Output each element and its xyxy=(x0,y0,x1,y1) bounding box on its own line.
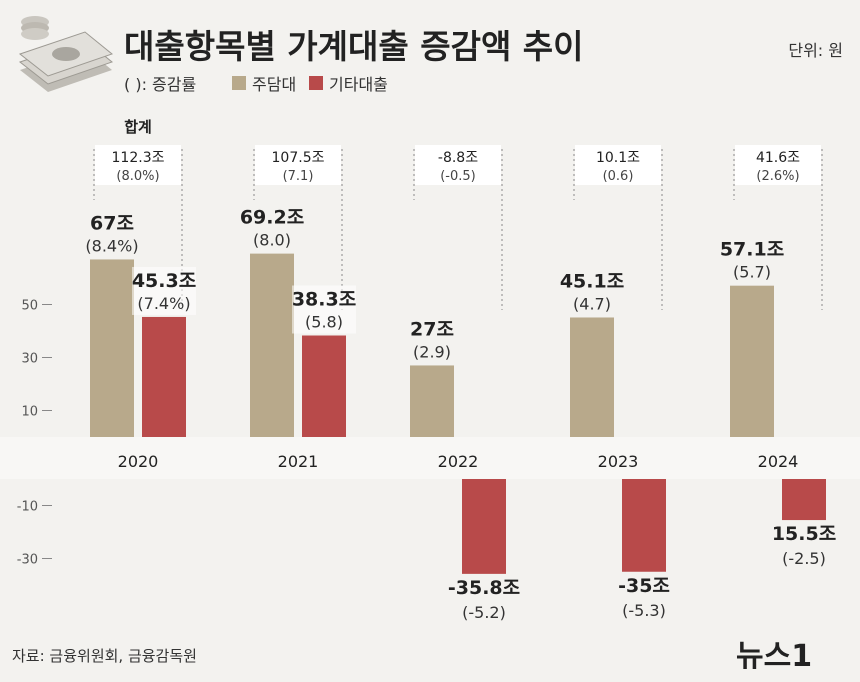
bar-value-label: -35.8조 xyxy=(448,577,520,599)
bar-rate-label: (7.4%) xyxy=(137,294,190,313)
total-value: 10.1조 xyxy=(596,150,640,166)
bar-rate-label: (8.0) xyxy=(253,231,291,250)
y-axis: 50 30 10 -10 -30 xyxy=(17,299,52,568)
bar-rate-label: (5.8) xyxy=(305,313,343,332)
bar-value-label: 67조 xyxy=(90,212,134,234)
bar-mortgage-2021 xyxy=(250,253,294,437)
legend: ( ): 증감률 주담대 기타대출 xyxy=(124,75,388,94)
bar-rate-label: (5.7) xyxy=(733,263,771,282)
total-value: 112.3조 xyxy=(112,150,165,166)
label-backdrop xyxy=(292,285,356,334)
unit-label: 단위: 원 xyxy=(788,41,843,60)
y-tick-label: 10 xyxy=(21,405,38,420)
total-heading: 합계 xyxy=(124,118,152,136)
y-tick-label: 30 xyxy=(21,352,38,367)
total-value: 107.5조 xyxy=(272,150,325,166)
legend-swatch-mortgage xyxy=(232,76,246,90)
bar-other-2020 xyxy=(142,316,186,437)
total-box xyxy=(255,145,341,185)
total-rate: (8.0%) xyxy=(116,169,159,184)
bar-value-label: 15.5조 xyxy=(772,523,836,545)
total-rate: (-0.5) xyxy=(440,169,476,184)
legend-label-other: 기타대출 xyxy=(329,75,388,94)
total-rate: (0.6) xyxy=(603,169,634,184)
total-annotations: 112.3조 (8.0%) 합계 107.5조 (7.1) -8.8조 (-0.5) 10.1… xyxy=(93,118,823,310)
total-box xyxy=(575,145,661,185)
bar-mortgage-2023 xyxy=(570,317,614,437)
bar-mortgage-2024 xyxy=(730,285,774,437)
bar-rate-label: (-5.3) xyxy=(622,601,666,620)
bar-value-label: 57.1조 xyxy=(720,239,784,261)
bar-rate-label: (-5.2) xyxy=(462,603,506,622)
y-tick-label: -10 xyxy=(17,500,38,515)
legend-label-mortgage: 주담대 xyxy=(252,75,296,94)
x-tick-label: 2021 xyxy=(278,452,319,471)
y-tick-label: -30 xyxy=(17,553,38,568)
value-labels: 67조 (8.4%) 45.3조 (7.4%) 2020 69.2조 (8.0) 38.3조 (… xyxy=(85,207,836,622)
bar-rate-label: (8.4%) xyxy=(85,236,138,255)
news1-logo: 뉴스1 xyxy=(736,639,812,674)
money-stack-icon xyxy=(18,16,114,92)
x-tick-label: 2024 xyxy=(758,452,799,471)
x-tick-label: 2022 xyxy=(438,452,479,471)
bar-rate-label: (2.9) xyxy=(413,342,451,361)
total-value: -8.8조 xyxy=(438,150,478,166)
bar-other-2021 xyxy=(302,335,346,437)
source-note: 자료: 금융위원회, 금융감독원 xyxy=(12,647,197,665)
total-value: 41.6조 xyxy=(756,150,800,166)
total-box xyxy=(415,145,501,185)
bar-value-label: 45.1조 xyxy=(560,270,624,292)
bar-other-2024 xyxy=(782,479,826,521)
bar-value-label: 45.3조 xyxy=(132,270,196,292)
x-axis-band xyxy=(0,437,860,479)
total-rate: (2.6%) xyxy=(756,169,799,184)
legend-rate-note: ( ): 증감률 xyxy=(124,75,196,94)
total-rate: (7.1) xyxy=(283,169,314,184)
news1-logo-text: 뉴스1 xyxy=(736,639,812,674)
bar-rate-label: (-2.5) xyxy=(782,549,826,568)
y-tick-label: 50 xyxy=(21,299,38,314)
bar-value-label: -35조 xyxy=(618,575,670,597)
bar-rate-label: (4.7) xyxy=(573,294,611,313)
x-tick-label: 2020 xyxy=(118,452,159,471)
total-box xyxy=(95,145,181,185)
chart-title: 대출항목별 가계대출 증감액 추이 xyxy=(124,27,584,66)
bar-mortgage-2020 xyxy=(90,259,134,437)
bar-value-label: 69.2조 xyxy=(240,207,304,229)
bar-value-label: 27조 xyxy=(410,318,454,340)
bar-other-2023 xyxy=(622,479,666,572)
x-tick-label: 2023 xyxy=(598,452,639,471)
bar-mortgage-2022 xyxy=(410,365,454,437)
legend-swatch-other xyxy=(309,76,323,90)
label-backdrop xyxy=(132,266,196,315)
bar-other-2022 xyxy=(462,479,506,574)
bar-value-label: 38.3조 xyxy=(292,289,356,311)
bars-group xyxy=(90,253,826,574)
total-box xyxy=(735,145,821,185)
